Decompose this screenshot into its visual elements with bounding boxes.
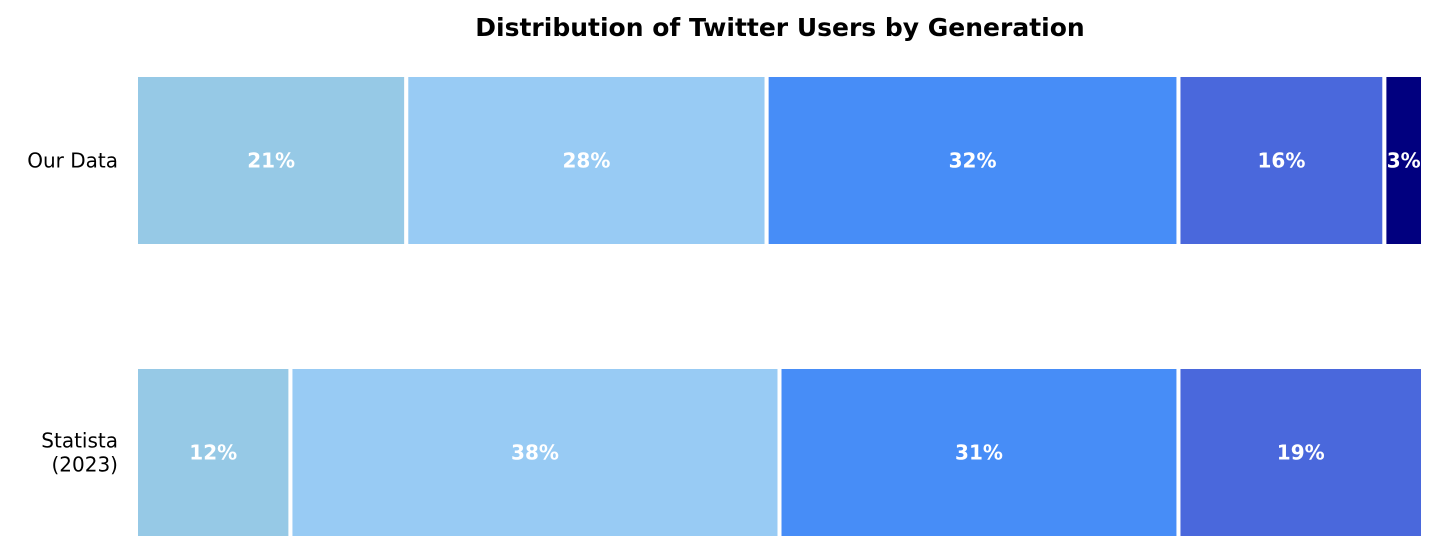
bar-segment-row1-seg1 [288, 365, 782, 540]
bars-group: 21% 28% 32% 16% 3% 12% 38% 31% 19% [134, 73, 1426, 540]
segment-label-row0-seg3: 16% [1257, 149, 1305, 173]
bar-segment-row0-seg4 [1382, 73, 1426, 248]
segment-label-row1-seg0: 12% [189, 441, 237, 465]
segment-label-row0-seg0: 21% [247, 149, 295, 173]
bar-segment-row0-seg0 [134, 73, 409, 248]
segment-label-row1-seg1: 38% [511, 441, 559, 465]
segment-label-row0-seg2: 32% [949, 149, 997, 173]
segment-label-row0-seg4: 3% [1387, 149, 1421, 173]
chart-title: Distribution of Twitter Users by Generat… [475, 13, 1084, 42]
bar-segment-row1-seg0 [134, 365, 293, 540]
bar-segment-row1-seg2 [777, 365, 1181, 540]
category-label-1: Statista (2023) [41, 429, 118, 477]
bar-segment-row1-seg3 [1176, 365, 1425, 540]
bar-segment-row0-seg2 [764, 73, 1181, 248]
segment-label-row1-seg3: 19% [1277, 441, 1325, 465]
segment-label-row1-seg2: 31% [955, 441, 1003, 465]
category-labels-group: Our Data Statista (2023) [27, 149, 118, 477]
segment-label-row0-seg1: 28% [563, 149, 611, 173]
bar-segment-row0-seg1 [404, 73, 769, 248]
category-label-0: Our Data [27, 149, 118, 173]
